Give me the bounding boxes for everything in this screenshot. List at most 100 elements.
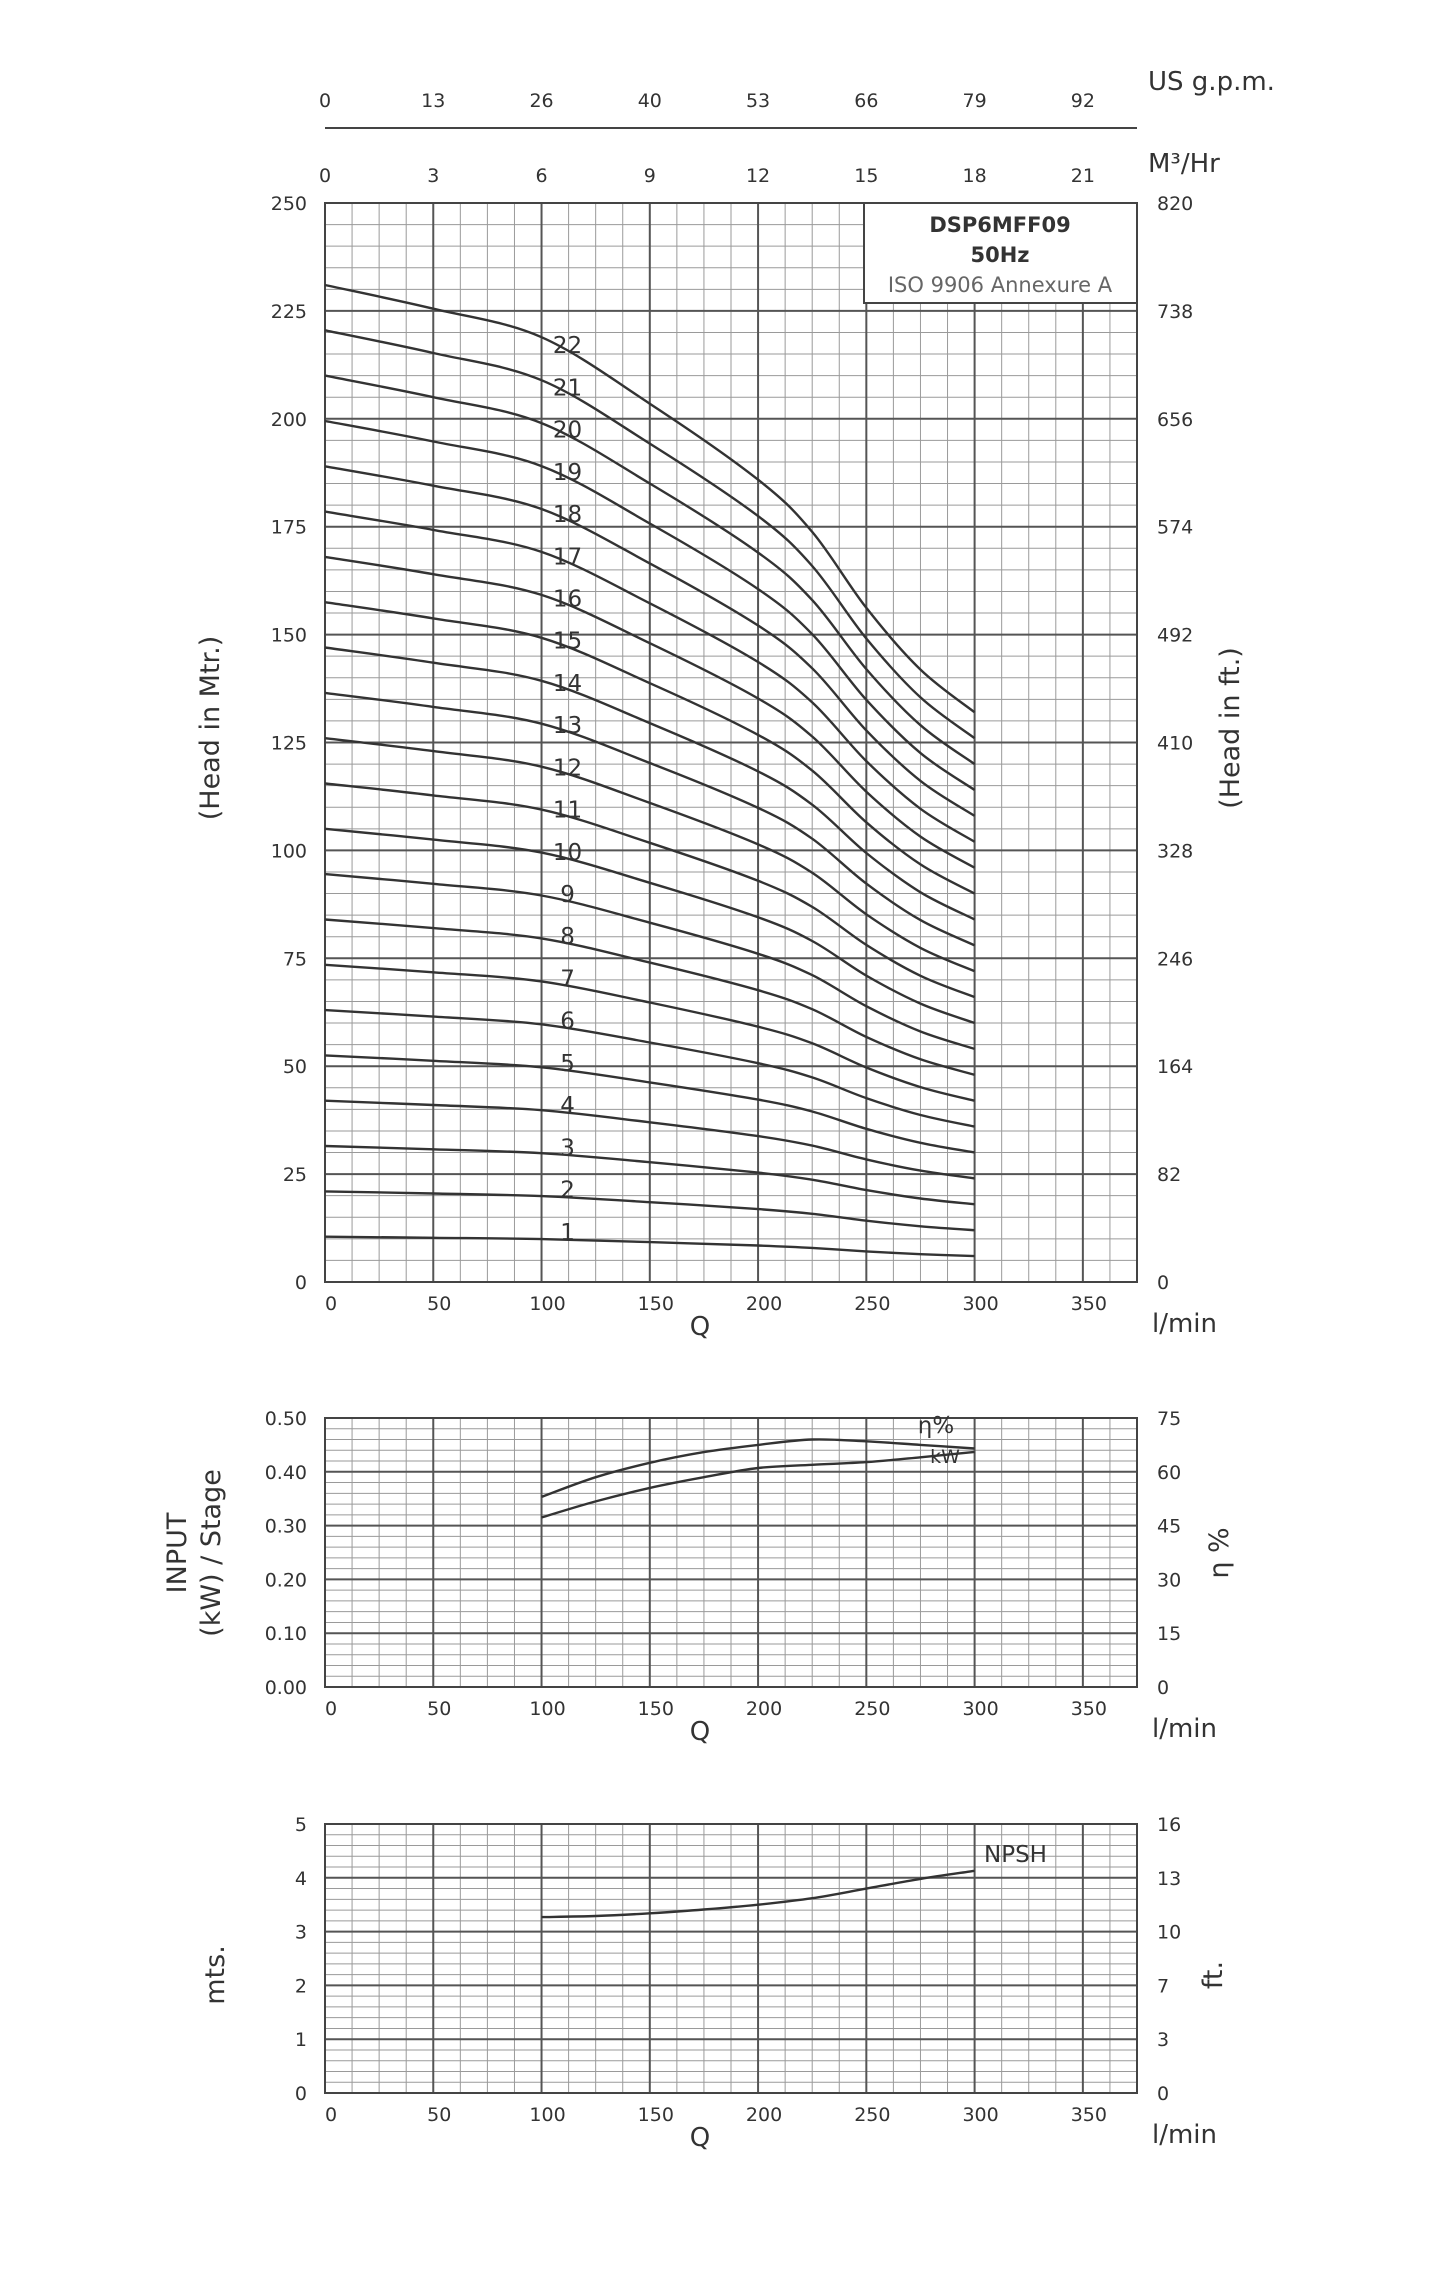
y-axis-title: (Head in Mtr.) <box>195 636 226 821</box>
stage-label-18: 18 <box>553 502 582 528</box>
top-axis-tick-label: 0 <box>319 90 331 112</box>
eff-y-tick-label: 0.50 <box>265 1408 307 1430</box>
eff-y-right-tick-label: 45 <box>1157 1516 1181 1538</box>
head-x-tick-label: 0 <box>325 1293 337 1315</box>
head-curve-10 <box>324 827 976 1025</box>
eff-y-tick-label: 0.20 <box>265 1569 307 1591</box>
npsh-y-tick-label: 4 <box>295 1868 307 1890</box>
top-axis-unit-label: M³/Hr <box>1148 149 1220 179</box>
top-axis-tick-label: 66 <box>854 90 878 112</box>
stage-label-20: 20 <box>553 418 582 444</box>
head-y-tick-label: 225 <box>271 301 307 323</box>
head-curve-3 <box>324 1144 975 1206</box>
head-curve-19 <box>324 419 976 791</box>
head-y-right-tick-label: 0 <box>1157 1272 1169 1294</box>
efficiency-chart: 0 50 100 150 200 250 300 3500.000.100.200.300.4… <box>162 1408 1235 1747</box>
eff-y-tick-label: 0.40 <box>265 1462 307 1484</box>
stage-label-8: 8 <box>560 924 575 950</box>
head-y-right-tick-label: 574 <box>1157 517 1193 539</box>
top-axis-tick-label: 6 <box>535 165 547 187</box>
npsh-x-tick-label: 350 <box>1071 2104 1107 2126</box>
head-x-tick-label: 350 <box>1071 1293 1107 1315</box>
stage-label-13: 13 <box>553 713 582 739</box>
head-y-right-tick-label: 328 <box>1157 840 1193 862</box>
npsh-y-tick-label: 0 <box>295 2083 307 2105</box>
head-y-tick-label: 75 <box>283 948 307 970</box>
npsh-y-tick-label: 3 <box>295 1922 307 1944</box>
head-curve-18 <box>324 465 976 817</box>
head-curve-2 <box>324 1190 975 1232</box>
top-axis-tick-label: 18 <box>963 165 987 187</box>
npsh-y-axis-title: mts. <box>200 1945 231 2005</box>
top-axis-tick-label: 79 <box>963 90 987 112</box>
head-curve-17 <box>324 510 976 843</box>
head-y-tick-label: 50 <box>283 1056 307 1078</box>
eff-y-right-tick-label: 60 <box>1157 1462 1181 1484</box>
model-name: DSP6MFF09 <box>929 213 1070 237</box>
eff-x-tick-label: 150 <box>638 1698 674 1720</box>
head-curve-7 <box>324 963 975 1102</box>
head-curve-20 <box>324 374 976 766</box>
npsh-x-tick-label: 0 <box>325 2104 337 2126</box>
npsh-y-right-tick-label: 10 <box>1157 1922 1181 1944</box>
stage-label-1: 1 <box>560 1220 575 1246</box>
npsh-y-right-tick-label: 7 <box>1157 1975 1169 1997</box>
stage-label-9: 9 <box>560 882 575 908</box>
stage-label-4: 4 <box>560 1093 575 1119</box>
curve-efficiency <box>541 1438 975 1499</box>
head-y-right-tick-label: 656 <box>1157 409 1193 431</box>
head-x-tick-label: 100 <box>529 1293 565 1315</box>
eff-y-tick-label: 0.00 <box>265 1677 307 1699</box>
head-x-tick-label: 250 <box>854 1293 890 1315</box>
npsh-y-right-tick-label: 16 <box>1157 1814 1181 1836</box>
npsh-y-axis-right-title: ft. <box>1198 1961 1229 1989</box>
top-axis-tick-label: 13 <box>421 90 445 112</box>
head-curve-5 <box>324 1054 975 1154</box>
eff-y-tick-label: 0.30 <box>265 1516 307 1538</box>
head-y-tick-label: 200 <box>271 409 307 431</box>
head-y-tick-label: 175 <box>271 517 307 539</box>
stage-label-10: 10 <box>553 840 582 866</box>
head-curve-4 <box>324 1099 975 1180</box>
npsh-x-tick-label: 300 <box>962 2104 998 2126</box>
eff-y-right-tick-label: 15 <box>1157 1623 1181 1645</box>
npsh-x-tick-label: 150 <box>638 2104 674 2126</box>
npsh-y-tick-label: 2 <box>295 1975 307 1997</box>
head-y-right-tick-label: 164 <box>1157 1056 1193 1078</box>
curve-input-kw <box>541 1450 975 1519</box>
top-axis-tick-label: 3 <box>427 165 439 187</box>
eff-y-tick-label: 0.10 <box>265 1623 307 1645</box>
eff-x-tick-label: 250 <box>854 1698 890 1720</box>
stage-label-11: 11 <box>553 798 582 824</box>
top-axis-unit-label: US g.p.m. <box>1148 67 1275 97</box>
eff-x-unit-label: l/min <box>1152 1714 1217 1744</box>
eff-y-right-tick-label: 30 <box>1157 1569 1181 1591</box>
stage-label-15: 15 <box>553 629 582 655</box>
plot-frame <box>324 1417 1138 1688</box>
eff-y-right-tick-label: 75 <box>1157 1408 1181 1430</box>
top-axis-tick-label: 21 <box>1071 165 1095 187</box>
npsh-x-tick-label: 250 <box>854 2104 890 2126</box>
head-curve-9 <box>324 872 975 1051</box>
npsh-series-label: NPSH <box>984 1842 1047 1868</box>
stage-label-14: 14 <box>553 671 582 697</box>
head-y-tick-label: 150 <box>271 625 307 647</box>
npsh-y-right-tick-label: 3 <box>1157 2029 1169 2051</box>
head-y-tick-label: 100 <box>271 840 307 862</box>
top-axis-tick-label: 53 <box>746 90 770 112</box>
head-curve-15 <box>324 601 976 895</box>
head-curve-21 <box>324 329 976 740</box>
standard-label: ISO 9906 Annexure A <box>888 273 1113 297</box>
head-curve-8 <box>324 918 975 1076</box>
npsh-y-tick-label: 1 <box>295 2029 307 2051</box>
stage-label-17: 17 <box>553 544 582 570</box>
top-axis-tick-label: 9 <box>644 165 656 187</box>
head-curve-12 <box>324 737 976 973</box>
y-axis-right-title: (Head in ft.) <box>1215 647 1246 809</box>
stage-label-3: 3 <box>560 1135 575 1161</box>
stage-label-5: 5 <box>560 1051 575 1077</box>
top-axis-tick-label: 0 <box>319 165 331 187</box>
head-x-unit-label: l/min <box>1152 1309 1217 1339</box>
stage-label-19: 19 <box>553 460 582 486</box>
eff-x-tick-label: 0 <box>325 1698 337 1720</box>
